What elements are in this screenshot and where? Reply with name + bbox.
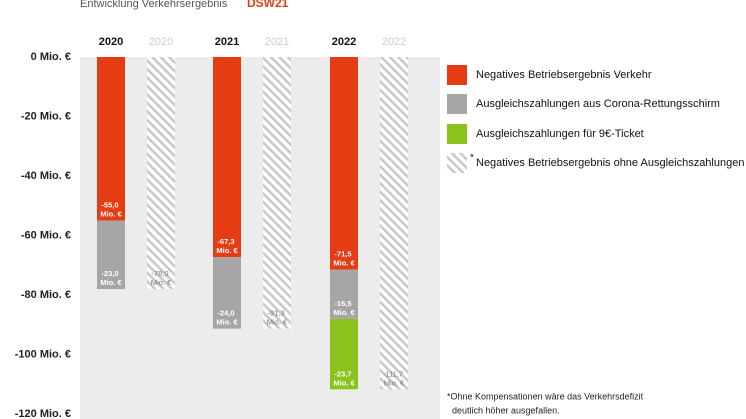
bar-segment (213, 257, 241, 329)
year-label: 2022 (332, 36, 356, 48)
logo: DSW21 (247, 0, 289, 10)
value-label: -23,7 Mio. € (333, 369, 355, 387)
year-label: 2020 (99, 36, 123, 48)
year-label-light: 2022 (382, 36, 406, 48)
legend-label: Ausgleichszahlungen für 9€-Ticket (476, 128, 644, 140)
bar-segment (97, 57, 125, 221)
bar-segment (330, 269, 358, 319)
y-tick-label: -60 Mio. € (21, 229, 71, 241)
footnote: *Ohne Kompensationen wäre das Verkehrsde… (447, 391, 644, 401)
legend-swatch (447, 153, 467, 173)
y-tick-label: -80 Mio. € (21, 289, 71, 301)
y-tick-label: -40 Mio. € (21, 170, 71, 182)
hatched-bar (380, 57, 408, 390)
y-tick-label: -100 Mio. € (15, 348, 71, 360)
hatched-bar (263, 57, 291, 329)
year-label-light: 2021 (265, 36, 289, 48)
legend-swatch (447, 124, 467, 144)
value-label: -55,0 Mio. € (100, 201, 122, 219)
value-label: -91,3 Mio. € (267, 309, 288, 327)
value-label: -67,3 Mio. € (216, 237, 238, 255)
footnote: deutlich höher ausgefallen. (452, 405, 560, 415)
value-label: -16,5 Mio. € (333, 299, 355, 317)
year-label: 2021 (215, 36, 239, 48)
legend-swatch (447, 94, 467, 114)
legend-label: Negatives Betriebsergebnis Verkehr (476, 69, 652, 81)
legend-label: Negatives Betriebsergebnis ohne Ausgleic… (476, 157, 744, 169)
bar-segment (330, 318, 358, 390)
bar-segment (330, 57, 358, 270)
value-label: -71,5 Mio. € (333, 250, 355, 268)
y-tick-label: -20 Mio. € (21, 110, 71, 122)
y-tick-label: 0 Mio. € (31, 51, 71, 63)
bar-segment (97, 220, 125, 290)
value-label: -24,0 Mio. € (216, 309, 238, 327)
legend-label: Ausgleichszahlungen aus Corona-Rettungss… (476, 98, 720, 110)
bar-segment (213, 57, 241, 258)
legend-swatch (447, 65, 467, 85)
chart-title: Entwicklung Verkehrsergebnis (80, 0, 228, 10)
value-label: -23,0 Mio. € (100, 269, 122, 287)
legend-marker: * (470, 153, 474, 164)
y-tick-label: -120 Mio. € (15, 408, 71, 419)
year-label-light: 2020 (149, 36, 173, 48)
value-label: -111,7 Mio. € (383, 369, 405, 387)
hatched-bar (147, 57, 175, 290)
value-label: -78,0 Mio. € (151, 269, 172, 287)
